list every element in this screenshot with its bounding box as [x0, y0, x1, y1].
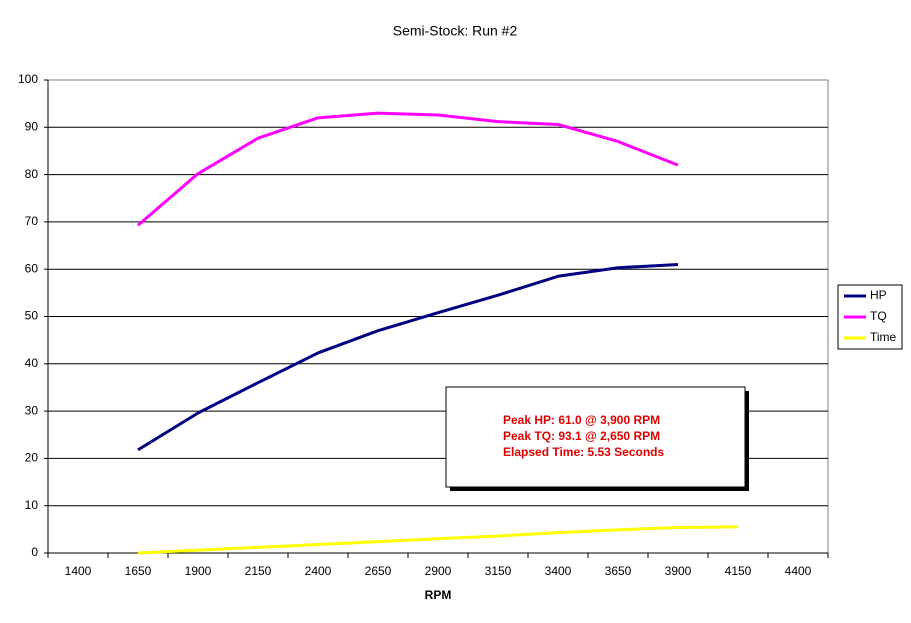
x-tick-label: 3150: [485, 564, 512, 578]
y-tick-label: 50: [25, 309, 39, 323]
lines: [137, 111, 739, 555]
x-tick-label: 3650: [605, 564, 632, 578]
x-tick-label: 2400: [305, 564, 332, 578]
x-tick-label: 4150: [725, 564, 752, 578]
annotation: Peak TQ: 93.1 @ 2,650 RPM: [503, 429, 660, 443]
x-tick-label: 1400: [65, 564, 92, 578]
grid: [44, 79, 829, 558]
y-tick-label: 10: [25, 498, 39, 512]
x-tick-label: 3400: [545, 564, 572, 578]
y-tick-label: 70: [25, 214, 39, 228]
x-tick-label: 1650: [125, 564, 152, 578]
x-tick-label: 4400: [785, 564, 812, 578]
y-tick-label: 40: [25, 356, 39, 370]
series-line: [137, 262, 679, 452]
x-tick-label: 1900: [185, 564, 212, 578]
legend-label: TQ: [870, 309, 887, 323]
annotation: Peak HP: 61.0 @ 3,900 RPM: [503, 413, 660, 427]
y-tick-label: 80: [25, 167, 39, 181]
legend-label: HP: [870, 288, 887, 302]
annotation-box: [445, 386, 746, 488]
x-axis-label: RPM: [425, 588, 452, 602]
series-line: [137, 525, 739, 555]
y-tick-label: 30: [25, 403, 39, 417]
y-tick-label: 0: [31, 545, 38, 559]
y-tick-label: 100: [18, 72, 38, 86]
x-tick-label: 2650: [365, 564, 392, 578]
chart-title: Semi-Stock: Run #2: [393, 23, 518, 39]
y-tick-label: 60: [25, 261, 39, 275]
y-tick-label: 20: [25, 451, 39, 465]
legend-label: Time: [870, 330, 897, 344]
x-tick-label: 2150: [245, 564, 272, 578]
annotation: Elapsed Time: 5.53 Seconds: [503, 445, 665, 459]
x-tick-label: 3900: [665, 564, 692, 578]
y-tick-label: 90: [25, 119, 39, 133]
x-tick-label: 2900: [425, 564, 452, 578]
series-line: [137, 111, 679, 227]
